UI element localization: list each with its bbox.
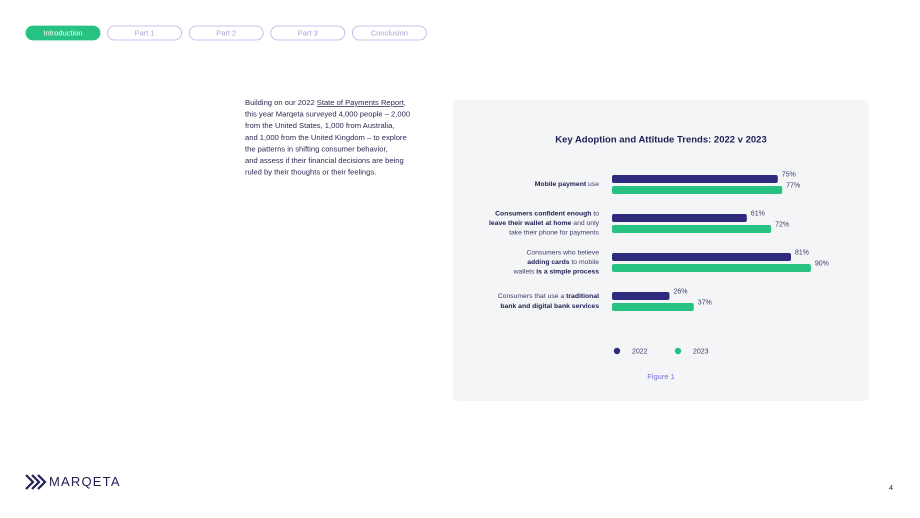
legend-label: 2022 [632,348,648,355]
category-label-run: use [586,181,599,188]
value-label: 75% [782,171,796,178]
category-label: Consumers confident enough to [495,210,599,217]
caption: Figure 1 [647,372,675,381]
category-label-run: take their phone for payments [509,229,600,236]
category-label: bank and digital bank services [500,303,599,310]
category-label-run: is a simple process [536,268,599,275]
category-label: take their phone for payments [509,229,600,236]
legend-marker [674,347,682,355]
category-label: Consumers that use a traditional [498,293,599,300]
value-label: 37% [698,299,712,306]
category-label-run: Consumers that use a [498,293,566,300]
logo: MARQETA [25,474,121,490]
bar [612,225,772,233]
value-label: 72% [775,221,789,228]
body-line: from the United States, 1,000 from Austr… [245,121,394,130]
category-label-run: adding cards [527,259,570,266]
nav-pill-bg[interactable] [270,25,346,41]
bar [612,253,792,261]
nav-pill-bg[interactable] [107,25,182,41]
category-label-run: bank and digital bank services [500,303,599,310]
category-label-run: wallets [513,268,537,275]
category-label: Consumers who believe [526,249,599,256]
nav-pill-bg[interactable] [25,25,101,41]
legend-marker [613,347,621,355]
category-label-run: Mobile payment [535,181,587,188]
body-line: this year Marqeta surveyed 4,000 people … [245,110,410,119]
nav-pill[interactable]: Introduction [25,25,101,41]
body-text: , [404,98,406,107]
nav-label[interactable]: Part 2 [216,28,236,37]
category-label-run: to [591,210,599,217]
nav-pill[interactable]: Part 2 [188,25,264,41]
category-label: wallets is a simple process [513,268,600,275]
bar [612,292,670,300]
category-label-run: Consumers who believe [526,249,599,256]
category-label-run: leave their wallet at home [489,220,572,227]
category-label-run: to mobile [570,259,600,266]
body-line: Building on our 2022 State of Payments R… [245,98,406,107]
body-link[interactable]: State of Payments Report [317,98,405,107]
value-label: 81% [795,249,809,256]
nav-pill[interactable]: Part 3 [270,25,346,41]
bar [612,264,811,272]
category-label-run: and only [571,220,599,227]
category-label: adding cards to mobile [527,259,599,266]
body-text: Building on our 2022 [245,98,317,107]
nav-label[interactable]: Introduction [43,28,82,37]
value-label: 26% [673,288,687,295]
body-line: the patterns in shifting consumer behavi… [245,144,388,153]
chart-title: Key Adoption and Attitude Trends: 2022 v… [555,135,767,146]
body-line: and 1,000 from the United Kingdom – to e… [245,133,407,142]
value-label: 77% [786,182,800,189]
nav-pill-bg[interactable] [351,25,427,41]
body-line: and assess if their financial decisions … [245,156,404,165]
value-label: 90% [815,260,829,267]
value-label: 61% [751,210,765,217]
bar [612,214,747,222]
legend-label: 2023 [693,348,709,355]
category-label: Mobile payment use [535,181,599,188]
page-number: 4 [889,483,893,492]
logo-text: MARQETA [49,474,121,489]
logo-mark [25,474,47,490]
bar [612,186,783,194]
category-label-run: Consumers confident enough [495,210,591,217]
nav-label[interactable]: Part 1 [135,28,155,37]
body-line: ruled by their thoughts or their feeling… [245,168,376,177]
nav-pill[interactable]: Part 1 [107,25,182,41]
nav-label[interactable]: Part 3 [298,28,318,37]
bar [612,303,694,311]
category-label: leave their wallet at home and only [489,220,600,227]
nav-label[interactable]: Conclusion [371,28,408,37]
nav-pill[interactable]: Conclusion [351,25,427,41]
bar [612,175,778,183]
nav-pill-bg[interactable] [188,25,264,41]
category-label-run: traditional [566,293,599,300]
